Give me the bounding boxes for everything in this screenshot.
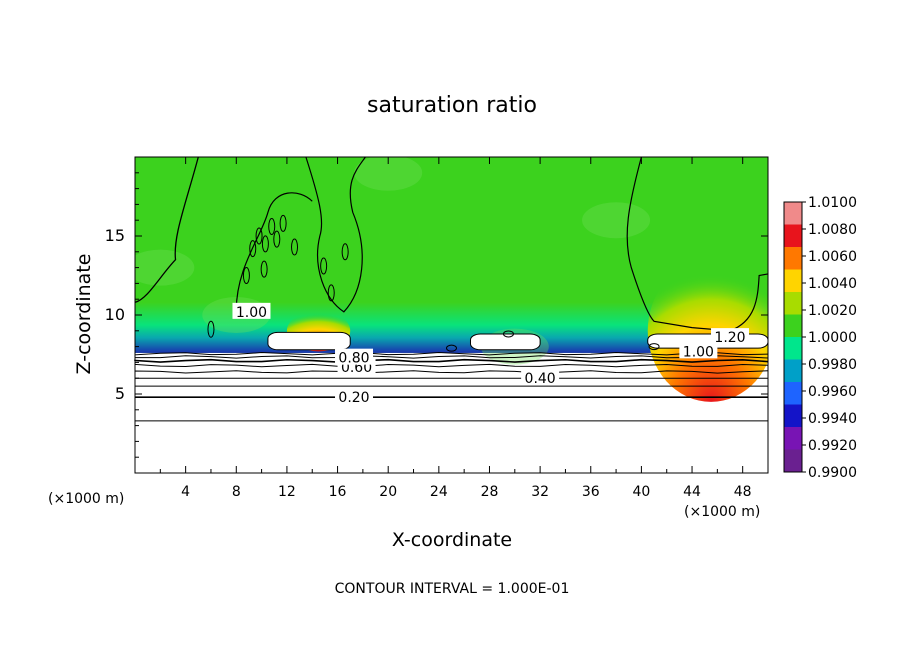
- contour-cell: [242, 267, 250, 284]
- colorbar-swatch: [784, 224, 802, 248]
- colorbar-swatch: [784, 247, 802, 270]
- colorbar-label: 1.0100: [808, 195, 857, 211]
- contour-label-bg: [232, 302, 271, 319]
- field-streak: [135, 249, 195, 286]
- contour-label: 0.20: [338, 390, 369, 406]
- contour-label: 0.80: [338, 351, 369, 367]
- contour-cell: [502, 330, 514, 338]
- x-tick-label: 16: [329, 484, 347, 500]
- contour-cell: [261, 235, 269, 253]
- colorbar-label: 1.0000: [808, 330, 857, 346]
- contour-interval-note: CONTOUR INTERVAL = 1.000E-01: [335, 581, 570, 597]
- contour-cell: [268, 218, 276, 236]
- contour-label-bg: [335, 348, 374, 365]
- x-tick-label: 48: [734, 484, 752, 500]
- chart-title: saturation ratio: [367, 93, 537, 118]
- colorbar-label: 1.0020: [808, 303, 857, 319]
- hot-spot: [647, 259, 768, 402]
- x-unit-right: (×1000 m): [684, 504, 760, 520]
- contour-cell: [249, 240, 257, 258]
- contour-cell: [341, 243, 349, 261]
- colorbar-swatch: [784, 382, 802, 405]
- y-tick-label: 5: [115, 384, 125, 403]
- colorbar: 1.0100 1.0080 1.0060 1.0040 1.0020 1.0000 0.99…: [783, 195, 857, 481]
- contour-cell: [260, 260, 268, 278]
- contour-cell: [648, 343, 660, 351]
- contour-line: [626, 156, 769, 332]
- contour-lines: 0.200.400.600.80 1.001.001.20: [134, 156, 769, 422]
- contour-cell: [291, 238, 299, 256]
- y-axis-label: Z-coordinate: [73, 254, 95, 375]
- colorbar-label: 0.9980: [808, 357, 857, 373]
- contour-label-bg: [521, 369, 560, 386]
- contour-cell: [446, 344, 457, 352]
- field-streak: [354, 157, 423, 191]
- field-streak: [582, 202, 651, 239]
- contour-line: [134, 352, 769, 356]
- contour-label-bg: [335, 388, 374, 405]
- plot-area: [135, 157, 768, 473]
- x-tick-label: 40: [632, 484, 650, 500]
- contour-line: [134, 156, 199, 303]
- contour-cell: [279, 214, 287, 232]
- contour-line: [305, 156, 366, 313]
- colorbar-swatch: [784, 314, 802, 338]
- y-tick-label: 15: [105, 226, 125, 245]
- colorbar-swatch: [784, 292, 802, 315]
- x-tick-label: 20: [379, 484, 397, 500]
- colorbar-label: 0.9900: [808, 465, 857, 481]
- x-tick-label: 44: [683, 484, 701, 500]
- contour-cell: [207, 320, 215, 338]
- colorbar-label: 0.9960: [808, 384, 857, 400]
- contour-label-bg: [711, 328, 750, 345]
- x-unit-left: (×1000 m): [48, 491, 124, 507]
- cloud-region: [267, 331, 351, 351]
- colorbar-label: 0.9940: [808, 411, 857, 427]
- x-tick-label: 36: [582, 484, 600, 500]
- colorbar-swatch: [784, 359, 802, 383]
- contour-label: 1.20: [714, 330, 745, 346]
- colorbar-swatch: [784, 427, 802, 450]
- contour-label: 0.40: [525, 371, 556, 387]
- contour-line: [134, 358, 769, 363]
- colorbar-label: 1.0040: [808, 276, 857, 292]
- x-tick-label: 32: [531, 484, 549, 500]
- x-tick-label: 4: [181, 484, 190, 500]
- x-tick-label: 8: [232, 484, 241, 500]
- x-tick-label: 24: [430, 484, 448, 500]
- colorbar-swatch: [784, 404, 802, 428]
- contour-line: [235, 192, 313, 311]
- colorbar-label: 1.0080: [808, 222, 857, 238]
- x-axis-label: X-coordinate: [392, 529, 512, 551]
- x-tick-label: 12: [278, 484, 296, 500]
- colorbar-swatch: [784, 269, 802, 293]
- contour-line: [134, 355, 769, 359]
- contour-cell: [327, 284, 335, 302]
- contour-cell: [255, 227, 263, 245]
- colorbar-swatch: [784, 202, 802, 225]
- contour-cell: [320, 257, 328, 275]
- contour-line: [134, 363, 769, 368]
- contour-cell: [273, 230, 281, 248]
- contour-label-bg: [679, 342, 718, 359]
- cloud-region: [469, 333, 541, 351]
- colorbar-swatch: [784, 337, 802, 360]
- contour-line: [134, 370, 769, 374]
- contour-label: 1.00: [683, 344, 714, 360]
- colorbar-label: 0.9920: [808, 438, 857, 454]
- y-tick-label: 10: [105, 305, 125, 324]
- colorbar-swatch: [784, 449, 802, 473]
- colorbar-label: 1.0060: [808, 249, 857, 265]
- contour-label: 1.00: [236, 305, 267, 321]
- x-tick-label: 28: [481, 484, 499, 500]
